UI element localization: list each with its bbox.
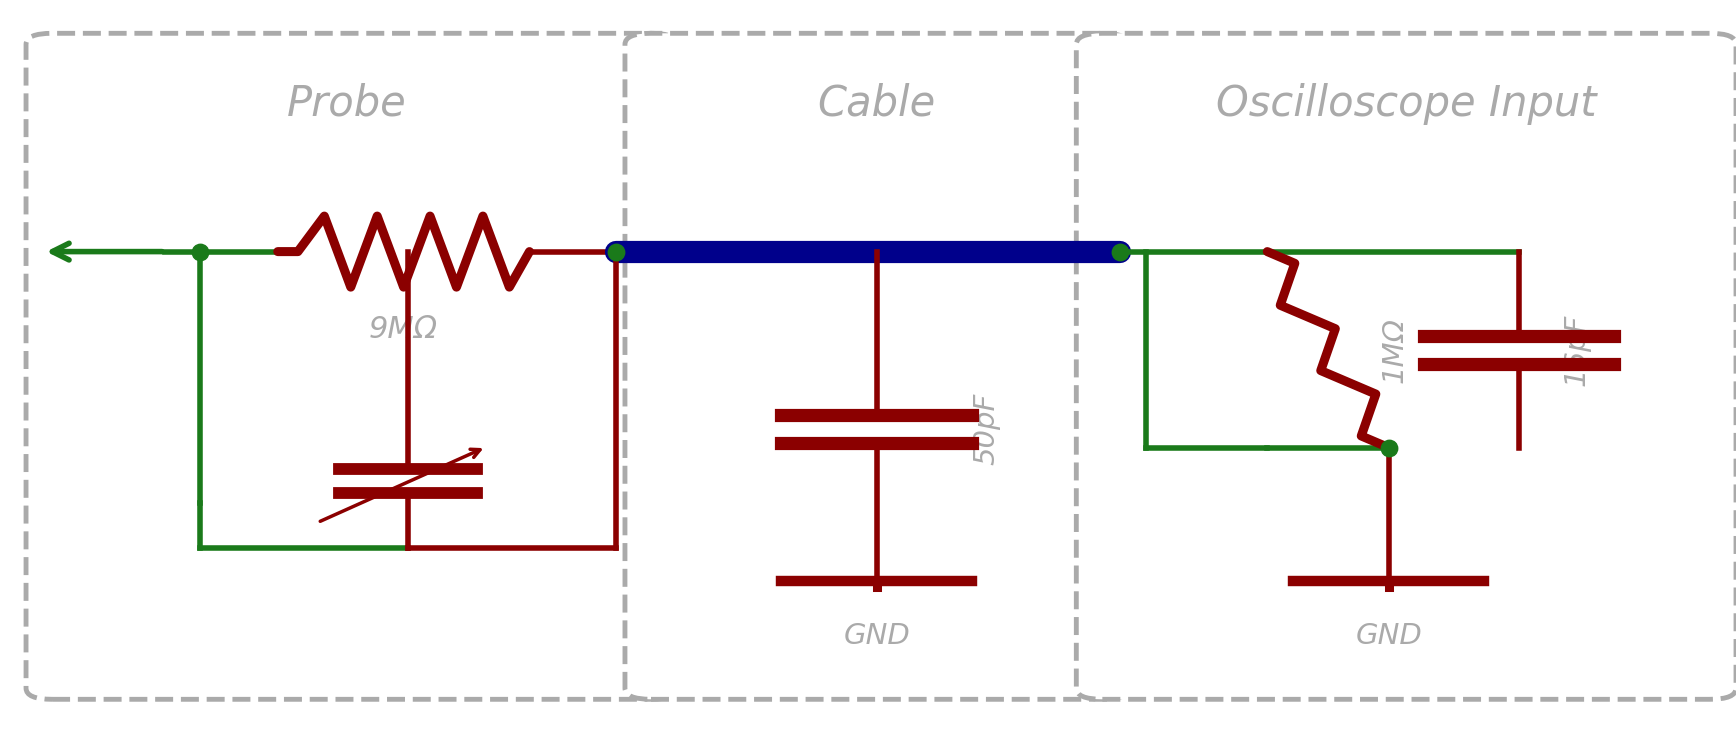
FancyBboxPatch shape	[625, 33, 1128, 699]
Text: 50pF: 50pF	[972, 393, 1000, 465]
FancyBboxPatch shape	[1076, 33, 1736, 699]
Point	[1375, 442, 1403, 454]
Text: 1MΩ: 1MΩ	[1380, 317, 1408, 383]
Text: 16pF: 16pF	[1562, 314, 1590, 386]
Text: Probe: Probe	[288, 83, 406, 124]
Text: GND: GND	[844, 622, 910, 650]
Point	[602, 246, 630, 258]
Text: Cable: Cable	[818, 83, 936, 124]
Text: GND: GND	[1356, 622, 1422, 650]
Point	[1106, 246, 1134, 258]
FancyBboxPatch shape	[26, 33, 677, 699]
Point	[186, 246, 214, 258]
Text: 9MΩ: 9MΩ	[368, 314, 437, 343]
Text: Oscilloscope Input: Oscilloscope Input	[1215, 83, 1597, 124]
